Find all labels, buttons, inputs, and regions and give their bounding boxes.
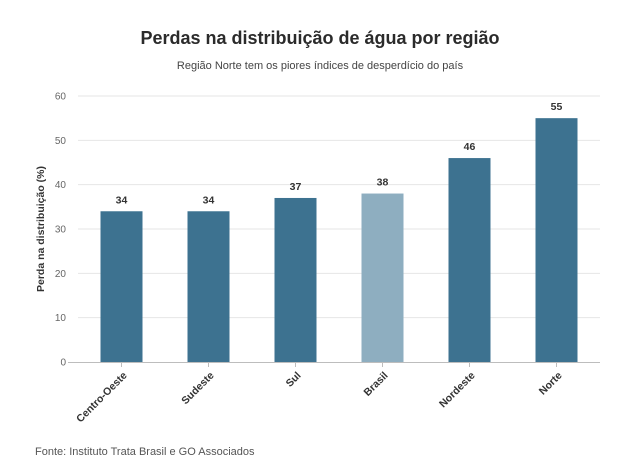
category-label: Centro-Oeste — [74, 370, 130, 426]
data-label: 37 — [290, 181, 302, 193]
category-label: Brasil — [361, 370, 390, 399]
chart-title: Perdas na distribuição de água por regiã… — [140, 28, 500, 48]
y-tick-label: 0 — [60, 358, 66, 369]
chart-subtitle: Região Norte tem os piores índices de de… — [176, 60, 464, 72]
gridlines — [78, 95, 600, 319]
bar-nordeste — [448, 158, 491, 362]
category-label: Norte — [537, 370, 565, 398]
data-label: 34 — [116, 194, 128, 206]
data-label: 46 — [464, 141, 476, 153]
y-tick-label: 50 — [55, 136, 67, 147]
y-tick-label: 30 — [55, 225, 67, 236]
category-label: Sudeste — [179, 370, 216, 407]
bar-brasil — [361, 193, 404, 362]
y-tick-label: 60 — [55, 92, 67, 103]
data-label: 34 — [203, 194, 215, 206]
category-label: Sul — [284, 370, 304, 390]
y-tick-label: 10 — [55, 313, 67, 324]
bar-chart: 0 10 20 30 40 50 60 34 34 37 38 46 55 Centro-Oeste S… — [35, 92, 600, 426]
data-label: 38 — [377, 177, 389, 189]
y-axis-label: Perda na distribuição (%) — [35, 166, 47, 292]
data-labels: 34 34 37 38 46 55 — [116, 101, 563, 206]
bar-sul — [274, 197, 317, 362]
bar-norte — [535, 118, 578, 363]
category-label: Nordeste — [437, 370, 478, 411]
category-labels: Centro-Oeste Sudeste Sul Brasil Nordeste Nort… — [74, 370, 565, 426]
y-tick-label: 40 — [55, 180, 67, 191]
y-tick-label: 20 — [55, 269, 67, 280]
data-label: 55 — [551, 101, 563, 113]
x-axis — [68, 362, 600, 367]
bar-centro-oeste — [100, 211, 143, 362]
y-axis-ticks: 0 10 20 30 40 50 60 — [55, 92, 67, 369]
bars — [100, 118, 578, 363]
bar-sudeste — [187, 211, 230, 362]
source-note: Fonte: Instituto Trata Brasil e GO Assoc… — [35, 446, 255, 458]
